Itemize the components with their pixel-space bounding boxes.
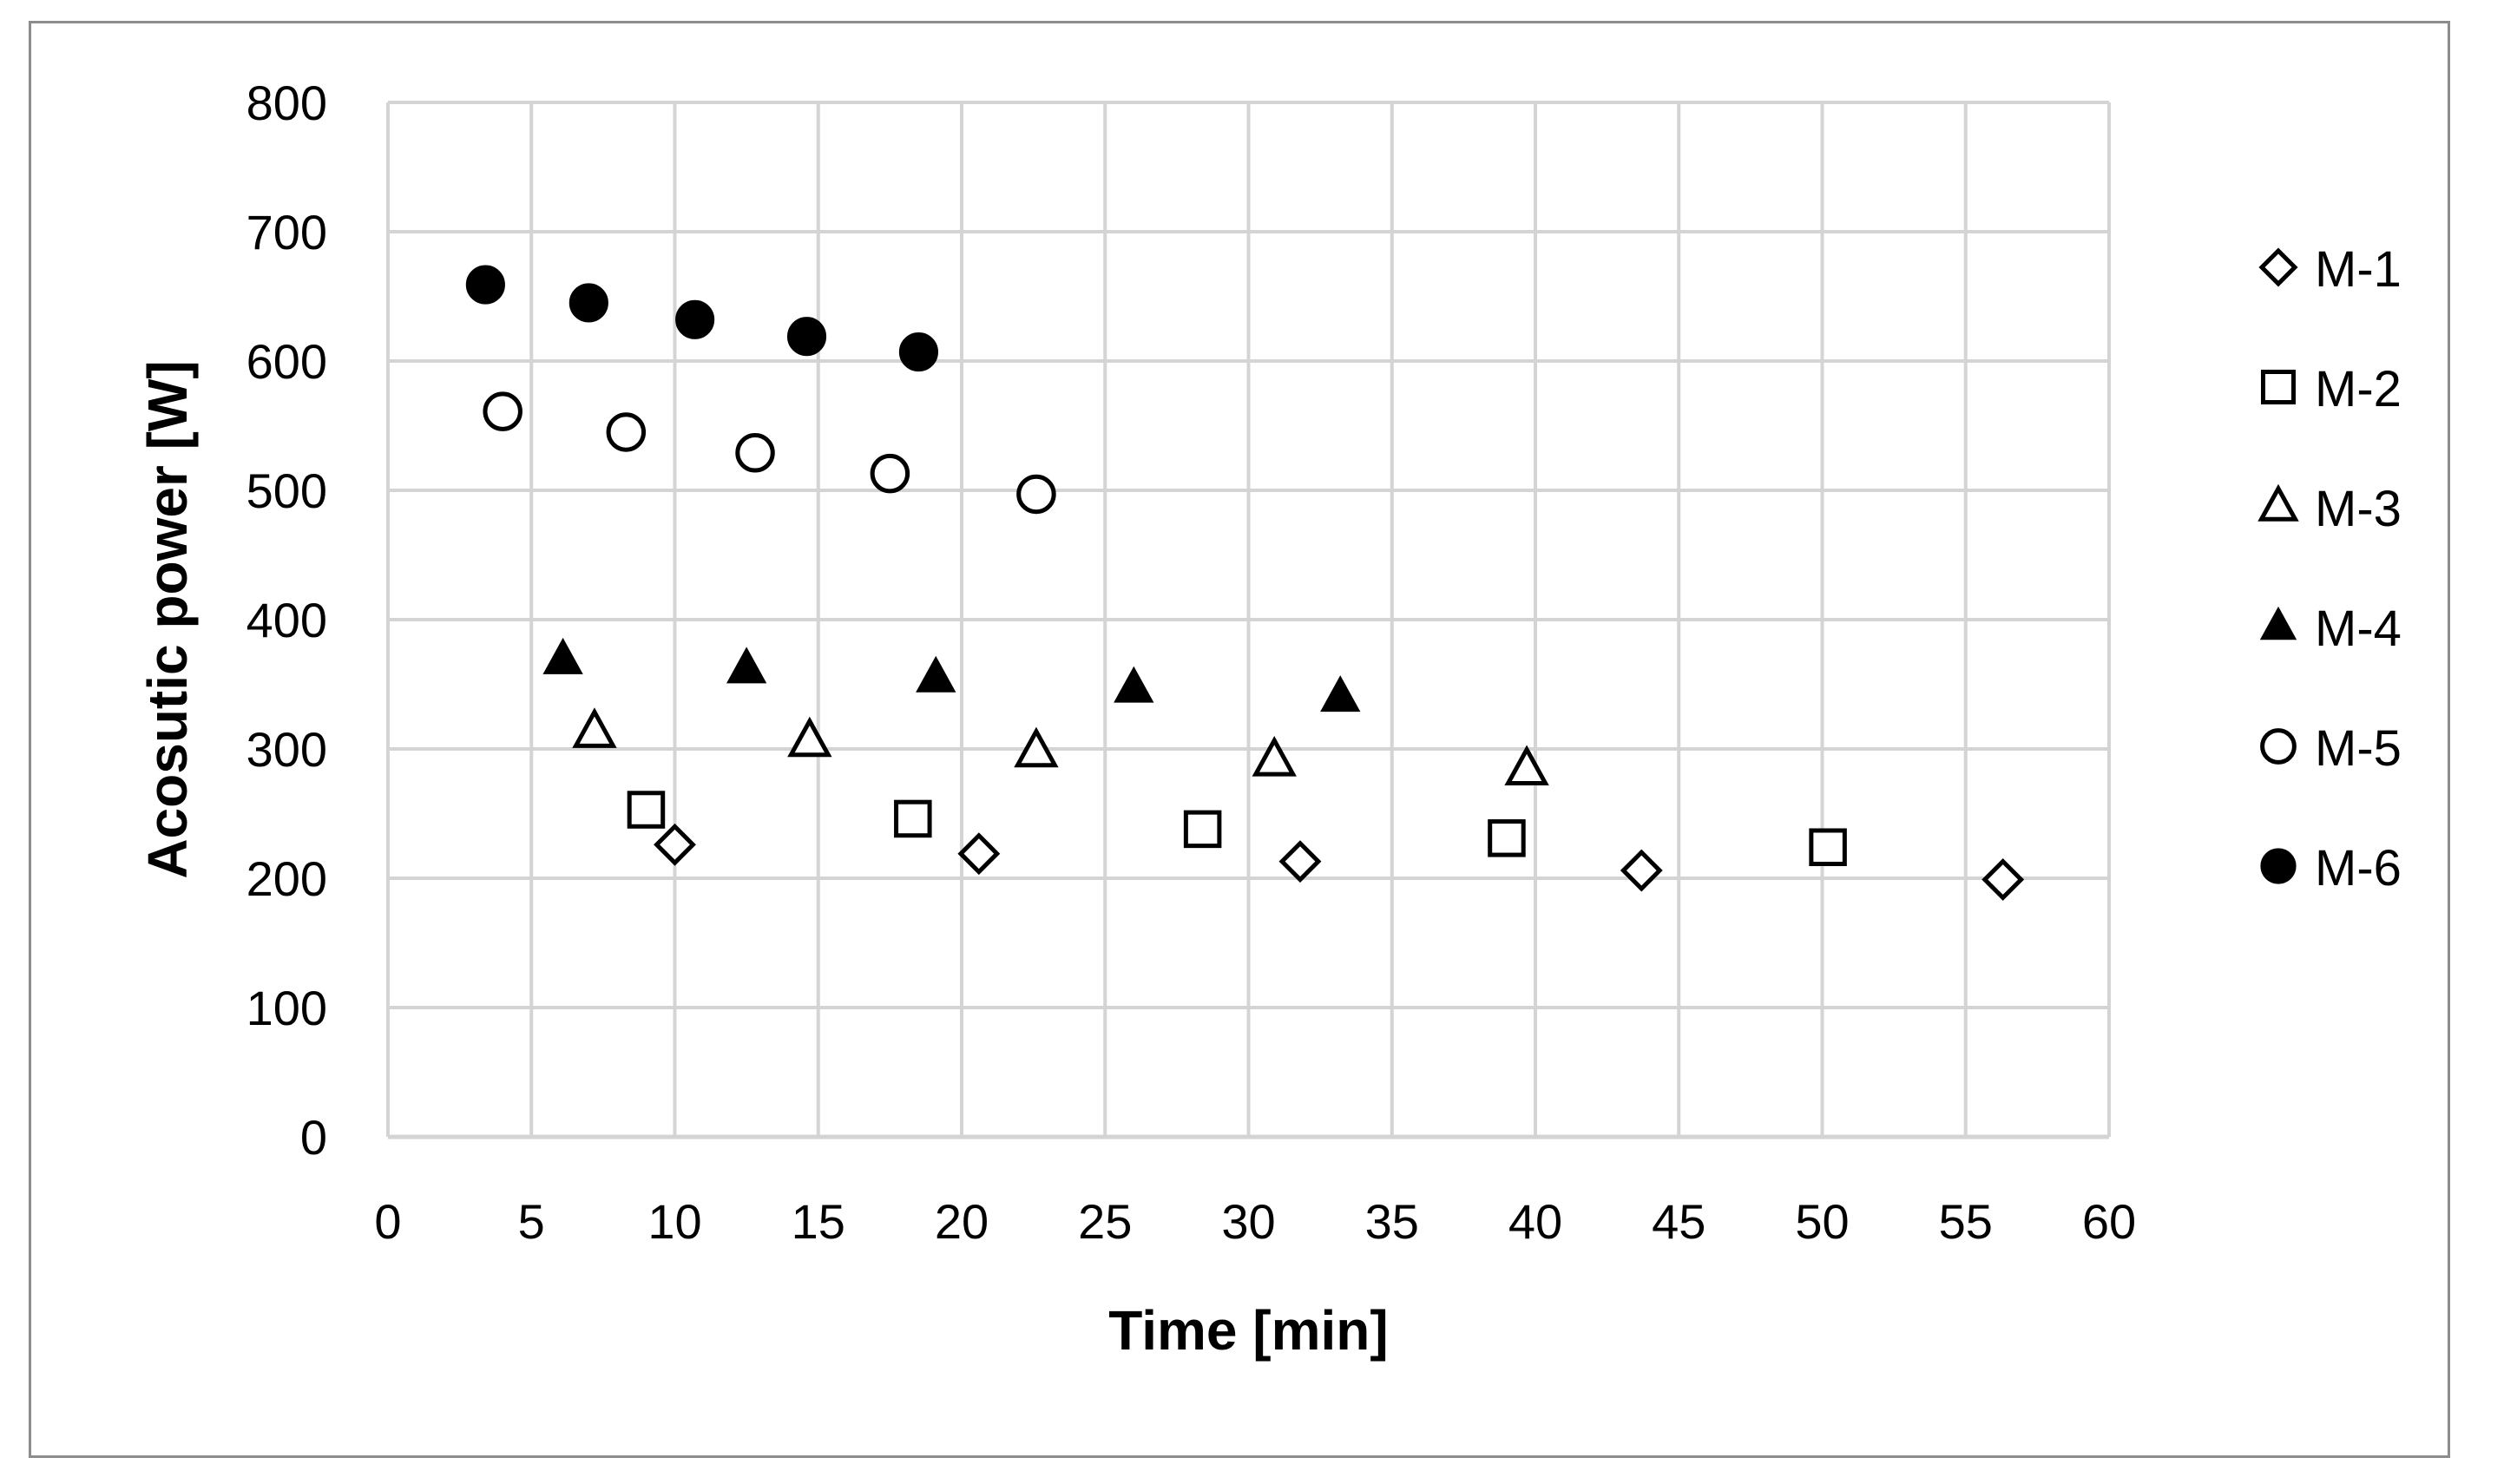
y-axis-title: Acosutic power [W] [136, 360, 199, 878]
y-tick-label: 200 [246, 851, 327, 906]
data-point-m-3 [787, 716, 832, 758]
data-point-m-1 [654, 823, 696, 866]
y-tick-label: 300 [246, 722, 327, 777]
data-point-m-3 [572, 707, 617, 748]
y-tick-label: 100 [246, 981, 327, 1035]
legend-marker-m-3 [2257, 483, 2299, 522]
data-point-m-5 [735, 433, 775, 473]
data-point-m-5 [606, 412, 647, 452]
x-tick-label: 45 [1652, 1194, 1705, 1249]
x-tick-label: 40 [1508, 1194, 1562, 1249]
legend-label-m-2: M-2 [2315, 361, 2402, 417]
legend-marker-m-5 [2260, 728, 2297, 765]
y-tick-label: 500 [246, 463, 327, 518]
legend: M-1 M-2 M-3 M-4 M-5 M-6 [2257, 241, 2402, 896]
data-point-m-6 [786, 317, 827, 357]
data-point-m-2 [1809, 828, 1847, 866]
x-tick-label: 25 [1078, 1194, 1132, 1249]
data-point-m-2 [894, 799, 932, 838]
tick-labels: 0 100 200 300 400 500 600 700 800 0 5 10 15 20 25 30 35 4… [246, 76, 2137, 1249]
data-point-m-2 [1488, 819, 1526, 857]
x-tick-label: 15 [792, 1194, 845, 1249]
data-point-m-2 [627, 791, 666, 829]
x-tick-label: 20 [935, 1194, 989, 1249]
x-tick-label: 35 [1365, 1194, 1419, 1249]
legend-marker-m-1 [2258, 247, 2298, 287]
x-tick-label: 0 [374, 1194, 401, 1249]
legend-label-m-3: M-3 [2315, 481, 2402, 537]
grid-lines [386, 101, 2111, 1137]
data-point-m-1 [957, 832, 1001, 876]
y-tick-label: 0 [300, 1110, 327, 1165]
data-point-m-6 [568, 283, 608, 323]
data-point-m-4 [1320, 675, 1361, 712]
legend-marker-m-6 [2260, 848, 2297, 884]
y-tick-label: 600 [246, 334, 327, 389]
x-tick-label: 50 [1795, 1194, 1849, 1249]
data-point-m-1 [1278, 840, 1322, 883]
legend-marker-m-4 [2259, 606, 2297, 640]
data-point-m-4 [542, 637, 583, 674]
x-tick-label: 55 [1939, 1194, 1993, 1249]
y-tick-label: 800 [246, 76, 327, 130]
data-point-m-5 [870, 453, 910, 494]
data-point-m-6 [898, 332, 938, 372]
data-point-m-6 [465, 265, 505, 305]
legend-label-m-4: M-4 [2315, 601, 2402, 657]
data-point-m-3 [1252, 736, 1297, 777]
legend-marker-m-2 [2261, 370, 2296, 404]
legend-label-m-6: M-6 [2315, 840, 2402, 896]
data-point-m-4 [1114, 666, 1154, 703]
legend-label-m-1: M-1 [2315, 241, 2402, 298]
y-tick-label: 700 [246, 205, 327, 259]
x-tick-label: 5 [518, 1194, 545, 1249]
data-point-m-2 [1183, 810, 1222, 849]
data-point-m-3 [1504, 745, 1549, 786]
y-tick-label: 400 [246, 593, 327, 647]
data-point-m-5 [483, 391, 522, 431]
data-point-m-4 [726, 647, 767, 684]
x-tick-label: 30 [1221, 1194, 1275, 1249]
data-point-m-1 [1620, 849, 1663, 892]
legend-label-m-5: M-5 [2315, 720, 2402, 777]
data-point-m-4 [916, 655, 956, 693]
data-point-m-3 [1014, 726, 1059, 768]
x-axis-title: Time [min] [1108, 1299, 1388, 1362]
x-tick-label: 10 [647, 1194, 701, 1249]
x-tick-label: 60 [2082, 1194, 2136, 1249]
data-point-m-6 [675, 299, 715, 339]
chart-frame [29, 21, 2450, 1458]
data-points [465, 265, 2025, 901]
data-point-m-5 [1016, 474, 1056, 515]
data-point-m-1 [1981, 858, 2025, 901]
